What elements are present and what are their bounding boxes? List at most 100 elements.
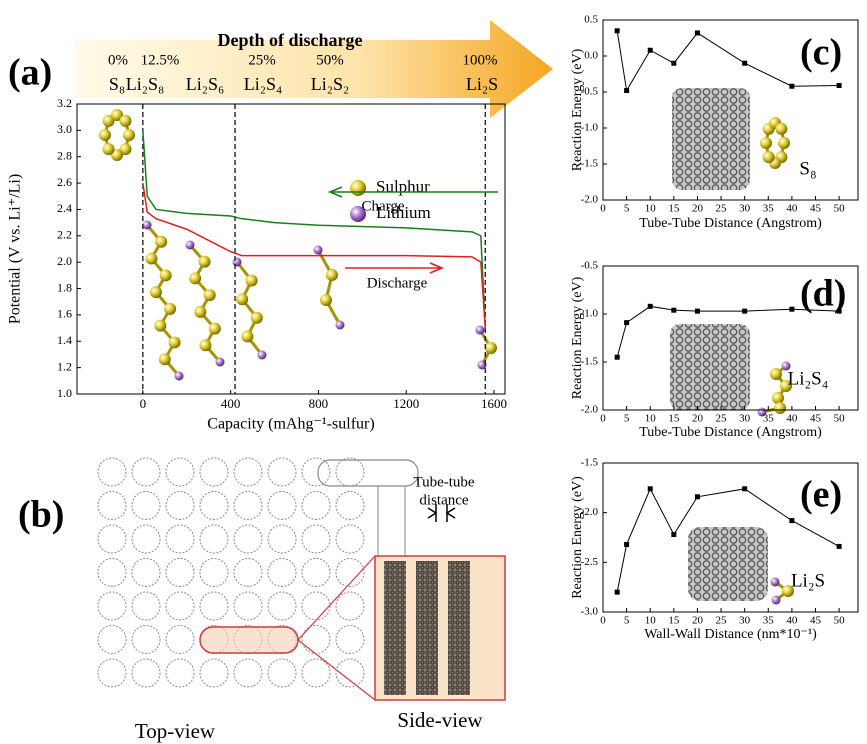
- y-tick-label: -3.0: [581, 606, 599, 618]
- tube-circle: [234, 592, 262, 620]
- molecule-label: S₈: [799, 158, 816, 179]
- x-tick-label: 0: [600, 413, 606, 425]
- atom: [204, 289, 216, 301]
- atom: [770, 368, 782, 380]
- atom: [155, 236, 167, 248]
- tube-circle: [268, 458, 296, 486]
- zoom-line: [298, 556, 375, 640]
- data-point: [671, 308, 676, 313]
- atom: [160, 269, 172, 281]
- atom: [258, 351, 267, 360]
- x-tick-label: 25: [716, 413, 728, 425]
- diagram-label: Top-view: [135, 719, 216, 743]
- diagram-label: distance: [419, 492, 468, 508]
- tube-outline: [318, 460, 418, 486]
- tube-circle: [166, 525, 194, 553]
- atom: [771, 578, 780, 587]
- side-tube: [384, 561, 406, 695]
- atom: [175, 372, 184, 381]
- stage-percent: 12.5%: [141, 52, 180, 68]
- atom: [103, 143, 115, 155]
- atom: [199, 339, 211, 351]
- nanotube: [670, 324, 750, 410]
- atom: [476, 326, 485, 335]
- atom: [169, 336, 181, 348]
- x-axis-label: Capacity (mAhg⁻¹-sulfur): [207, 416, 374, 433]
- tube-circle: [336, 592, 364, 620]
- panel-label: (e): [800, 474, 842, 516]
- x-tick-label: 10: [645, 615, 657, 627]
- tube-circle: [98, 492, 126, 520]
- x-tick-label: 0: [140, 396, 147, 411]
- x-tick-label: 5: [624, 203, 630, 215]
- diagram: Tube-tube distance Side-view Top-view: [98, 458, 505, 743]
- molecule: [143, 221, 184, 381]
- x-tick-label: 1200: [393, 396, 419, 411]
- atom: [186, 241, 195, 250]
- y-tick-label: 1.6: [57, 307, 72, 321]
- x-tick-label: 40: [786, 615, 798, 627]
- atom: [194, 306, 206, 318]
- x-tick-label: 800: [309, 396, 329, 411]
- nanotube: [672, 88, 750, 190]
- atom: [241, 330, 253, 342]
- stage-percent: 50%: [316, 52, 344, 68]
- panel-label: (b): [18, 494, 64, 536]
- x-tick-label: 45: [810, 413, 822, 425]
- y-axis-label: Reaction Energy (eV): [570, 48, 585, 171]
- tube-circle: [98, 525, 126, 553]
- stage-species: Li₂S₈: [126, 74, 165, 94]
- x-tick-label: 40: [786, 203, 798, 215]
- diagram-label: Side-view: [397, 708, 483, 732]
- x-tick-label: 10: [645, 413, 657, 425]
- series-label: Charge: [361, 198, 404, 214]
- tube-circle: [336, 492, 364, 520]
- data-point: [695, 309, 700, 314]
- atom: [314, 246, 323, 255]
- y-axis-label: Reaction Energy (eV): [570, 276, 585, 399]
- data-point: [742, 309, 747, 314]
- nanotube: [688, 527, 768, 601]
- y-axis-label: Reaction Energy (eV): [570, 476, 585, 599]
- x-tick-label: 0: [600, 615, 606, 627]
- x-tick-label: 25: [716, 203, 728, 215]
- atom: [760, 137, 772, 149]
- y-tick-label: 2.2: [57, 228, 72, 242]
- x-tick-label: 35: [763, 413, 775, 425]
- data-point: [615, 28, 620, 33]
- x-tick-label: 30: [739, 413, 751, 425]
- atom: [164, 303, 176, 315]
- stage-species: Li₂S₆: [186, 74, 225, 94]
- x-tick-label: 15: [668, 413, 680, 425]
- atom: [251, 312, 263, 324]
- x-tick-label: 50: [834, 615, 846, 627]
- tube-circle: [200, 592, 228, 620]
- data-point: [671, 532, 676, 537]
- tube-circle: [132, 659, 160, 687]
- tube-circle: [336, 458, 364, 486]
- molecule: [186, 241, 225, 367]
- tube-circle: [234, 659, 262, 687]
- side-tube: [448, 561, 470, 695]
- stage-percent: 0%: [108, 52, 128, 68]
- tube-circle: [98, 559, 126, 587]
- stage-species: Li₂S₄: [244, 74, 283, 94]
- tube-circle: [98, 626, 126, 654]
- x-tick-label: 30: [739, 615, 751, 627]
- panel-label: (d): [800, 273, 846, 315]
- tube-circle: [200, 525, 228, 553]
- data-point: [615, 590, 620, 595]
- x-axis-label: Tube-Tube Distance (Angstrom): [639, 425, 822, 440]
- x-axis-label: Wall-Wall Distance (nm*10⁻¹): [644, 627, 817, 642]
- atom: [336, 321, 345, 330]
- y-axis-label: Potential (V vs. Li⁺/Li): [7, 174, 24, 324]
- tube-circle: [98, 659, 126, 687]
- tube-circle: [268, 525, 296, 553]
- y-tick-label: 0.5: [584, 14, 598, 26]
- x-tick-label: 45: [810, 615, 822, 627]
- atom: [326, 269, 338, 281]
- data-point: [624, 88, 629, 93]
- x-tick-label: 50: [834, 413, 846, 425]
- molecule-label: Li₂S₄: [788, 368, 829, 389]
- x-tick-label: 45: [810, 203, 822, 215]
